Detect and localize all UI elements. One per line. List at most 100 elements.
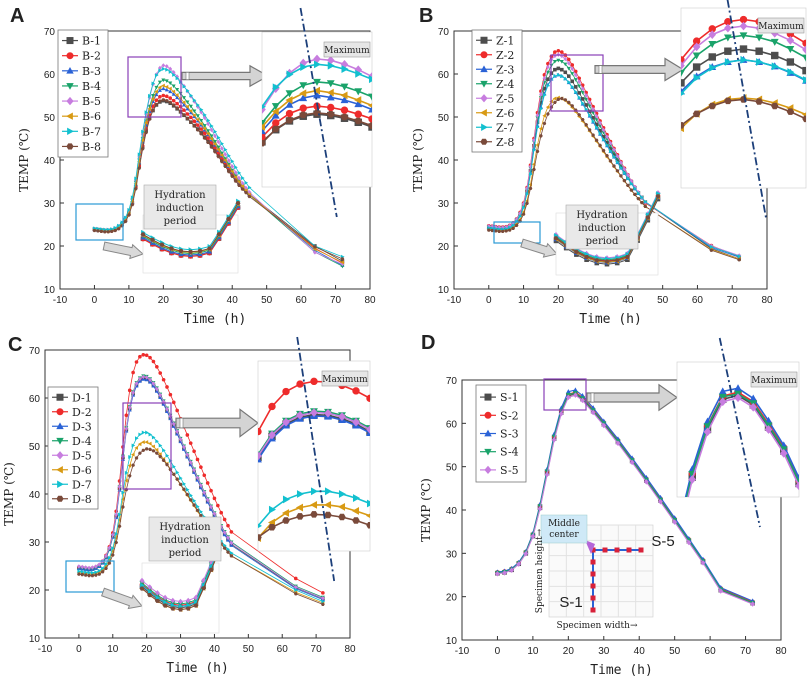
legend-marker bbox=[66, 37, 74, 45]
x-tick-label: 60 bbox=[296, 295, 308, 306]
induction-label-line: induction bbox=[161, 535, 209, 546]
peak-inset-marker-D-8 bbox=[268, 524, 276, 531]
legend-marker bbox=[481, 123, 488, 131]
induction-inset-marker-Z-8 bbox=[584, 255, 589, 260]
data-point-B-7 bbox=[199, 107, 204, 112]
y-tick-label: 30 bbox=[446, 549, 458, 560]
data-point-B-2 bbox=[168, 96, 173, 100]
data-point-D-2 bbox=[144, 353, 149, 358]
induction-inset-marker-D-8 bbox=[155, 598, 160, 603]
peak-inset-marker-B-2 bbox=[299, 104, 307, 112]
peak-inset-marker-D-2 bbox=[296, 380, 304, 388]
data-point-Z-7 bbox=[737, 254, 742, 259]
data-point-D-8 bbox=[107, 561, 112, 565]
data-point-D-7 bbox=[111, 546, 115, 551]
peak-inset-marker-B-6 bbox=[271, 107, 279, 116]
sensor-point bbox=[590, 595, 596, 601]
x-tick-label: 40 bbox=[622, 295, 634, 306]
data-point-D-5 bbox=[205, 497, 210, 502]
induction-inset-marker-D-5 bbox=[193, 594, 199, 601]
peak-inset-marker-Z-5 bbox=[708, 30, 717, 40]
legend-marker bbox=[66, 83, 74, 90]
legend-marker bbox=[66, 143, 74, 150]
data-point-Z-2 bbox=[560, 50, 564, 54]
data-point-Z-4 bbox=[584, 97, 589, 102]
data-point-B-7 bbox=[227, 153, 231, 158]
data-point-D-5 bbox=[127, 405, 132, 410]
legend-marker bbox=[480, 80, 488, 88]
data-point-B-2 bbox=[189, 115, 193, 120]
legend-box bbox=[57, 29, 109, 158]
x-tick-label: 50 bbox=[261, 295, 273, 306]
induction-inset-marker-D-7 bbox=[163, 599, 168, 605]
data-point-D-5 bbox=[154, 386, 159, 392]
data-point-Z-7 bbox=[626, 176, 631, 181]
peak-inset-marker-S-5 bbox=[764, 425, 773, 434]
legend-marker bbox=[66, 112, 73, 120]
data-point-B-6 bbox=[205, 131, 210, 136]
data-point-Z-6 bbox=[542, 113, 546, 118]
data-point-Z-5 bbox=[612, 147, 616, 152]
x-tick-label: -10 bbox=[447, 295, 462, 306]
data-point-D-5 bbox=[188, 460, 193, 465]
peak-trend-line bbox=[299, 7, 338, 218]
zoom-arrow-shape bbox=[594, 57, 685, 82]
data-point-Z-8 bbox=[639, 201, 644, 205]
data-point-D-8 bbox=[192, 503, 196, 507]
legend-label: D-5 bbox=[72, 449, 92, 462]
data-point-B-8 bbox=[92, 228, 97, 233]
data-point-S-5 bbox=[544, 471, 550, 478]
peak-inset-marker-B-6 bbox=[262, 123, 266, 131]
peak-inset-marker-Z-5 bbox=[786, 36, 795, 45]
induction-inset-marker-D-7 bbox=[201, 582, 207, 588]
peak-inset-marker-B-3 bbox=[271, 111, 280, 119]
induction-label-line: Hydration bbox=[576, 210, 628, 221]
middle-center-box bbox=[540, 514, 588, 544]
data-point-Z-8 bbox=[504, 229, 509, 233]
peak-inset-marker-B-2 bbox=[285, 109, 294, 118]
data-point-Z-8 bbox=[542, 121, 547, 125]
sensor-point bbox=[590, 583, 596, 589]
x-tick-label: 0 bbox=[76, 644, 82, 655]
data-point-D-7 bbox=[165, 453, 170, 458]
induction-label-line: period bbox=[164, 216, 197, 227]
legend-label: B-6 bbox=[82, 110, 101, 123]
data-point-D-8 bbox=[185, 492, 190, 497]
data-point-D-5 bbox=[137, 376, 142, 381]
data-point-D-7 bbox=[97, 568, 102, 573]
data-point-D-5 bbox=[202, 490, 207, 495]
peak-inset-marker-D-5 bbox=[352, 417, 360, 427]
data-point-B-6 bbox=[209, 136, 214, 141]
peak-inset-content bbox=[684, 384, 799, 497]
data-point-B-4 bbox=[154, 85, 159, 90]
y-tick-label: 10 bbox=[438, 285, 450, 296]
data-point-D-7 bbox=[229, 551, 234, 556]
data-point-Z-8 bbox=[737, 258, 742, 262]
y-tick-label: 70 bbox=[438, 27, 450, 38]
data-point-D-7 bbox=[321, 599, 326, 604]
zoom-arrow-stripe bbox=[598, 65, 603, 74]
peak-selection-box bbox=[127, 56, 182, 118]
data-point-B-7 bbox=[213, 129, 218, 134]
peak-inset-marker-B-2 bbox=[272, 119, 280, 127]
data-point-Z-7 bbox=[615, 160, 620, 165]
peak-inset-marker-D-6 bbox=[351, 507, 360, 515]
peak-inset-marker-B-3 bbox=[368, 105, 372, 113]
data-point-Z-8 bbox=[605, 154, 609, 158]
data-point-B-2 bbox=[158, 94, 162, 99]
legend-label: B-1 bbox=[82, 35, 101, 48]
data-point-D-2 bbox=[229, 530, 234, 534]
legend-label: B-3 bbox=[82, 65, 101, 78]
legend-marker bbox=[56, 451, 64, 460]
data-point-B-8 bbox=[133, 187, 138, 191]
data-point-B-6 bbox=[164, 84, 169, 89]
panel-label: C bbox=[8, 334, 22, 356]
data-point-B-8 bbox=[202, 136, 207, 140]
data-point-B-8 bbox=[206, 140, 210, 144]
data-point-D-6 bbox=[158, 452, 162, 457]
data-point-Z-8 bbox=[566, 100, 571, 104]
data-point-S-5 bbox=[495, 570, 500, 577]
data-point-B-8 bbox=[164, 99, 169, 103]
data-point-Z-1 bbox=[570, 79, 575, 84]
